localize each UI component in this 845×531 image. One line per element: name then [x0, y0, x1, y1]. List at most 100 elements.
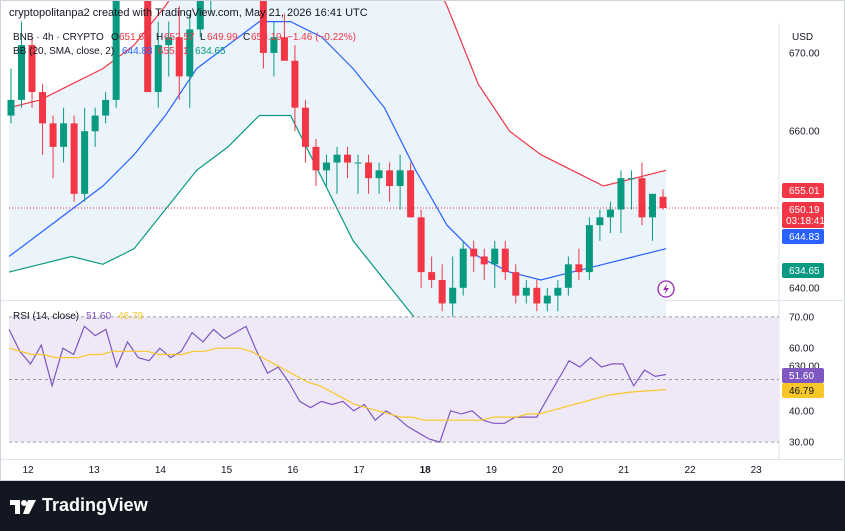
bb-upper-value: 655.01 — [158, 46, 189, 57]
candle-body — [554, 287, 562, 296]
legend-h-label: H — [156, 32, 163, 43]
candle-body — [648, 193, 656, 218]
candle-body — [312, 146, 320, 171]
candle-body — [396, 170, 404, 187]
bb-basis-value: 644.83 — [122, 46, 153, 57]
candle-body — [428, 272, 436, 280]
candle-body — [491, 248, 499, 265]
candle-body — [280, 37, 288, 61]
bb-upper-badge — [782, 183, 824, 198]
candle-body — [512, 272, 520, 296]
rsi-tick-label: 30.00 — [789, 438, 814, 449]
time-tick-label: 16 — [287, 465, 299, 476]
tradingview-logo-icon — [10, 499, 36, 514]
candle-body — [533, 287, 541, 304]
time-tick-label: 22 — [684, 465, 696, 476]
candle-body — [606, 209, 614, 218]
candle-body — [60, 123, 68, 147]
legend-symbol: BNB · 4h · CRYPTO — [13, 32, 104, 43]
candle-body — [18, 45, 26, 100]
bb-lower-badge — [782, 263, 824, 278]
tradingview-logo[interactable]: TradingView — [10, 495, 148, 516]
price-tick-label: 630.00 — [789, 362, 820, 373]
candle-body — [259, 0, 267, 53]
rsi-ma-legend-value: 46.79 — [118, 311, 143, 322]
candle-body — [470, 248, 478, 257]
candle-body — [365, 162, 373, 179]
candle-body — [144, 0, 152, 93]
candle-body — [301, 107, 309, 147]
time-tick-label: 14 — [155, 465, 167, 476]
candle-body — [344, 154, 352, 163]
rsi-legend-label: RSI (14, close) — [13, 311, 79, 322]
candle-body — [596, 217, 604, 226]
candle-body — [7, 99, 15, 116]
legend-c-value: 650.19 — [251, 32, 282, 43]
candle-body — [438, 279, 446, 304]
candle-body — [375, 170, 383, 179]
time-tick-label: 18 — [420, 465, 432, 476]
legend-change: −1.46 (−0.22%) — [287, 32, 356, 43]
rsi-tick-label: 60.00 — [789, 344, 814, 355]
rsi-ma-line — [8, 347, 667, 421]
footer-bar — [0, 481, 845, 531]
candle-body — [70, 123, 78, 194]
time-tick-label: 20 — [552, 465, 564, 476]
rsi-ma-badge-text: 46.79 — [789, 386, 814, 397]
candle-body — [270, 37, 278, 53]
candles — [7, 0, 667, 320]
candle-body — [386, 170, 394, 187]
legend-c-label: C — [243, 32, 250, 43]
rsi-tick-label: 40.00 — [789, 406, 814, 417]
rsi-legend-value: 51.60 — [86, 311, 111, 322]
bb-basis-line — [8, 21, 667, 281]
time-tick-label: 12 — [22, 465, 34, 476]
candle-body — [39, 92, 47, 124]
candle-body — [333, 154, 341, 163]
candle-body — [154, 45, 162, 93]
candle-body — [638, 178, 646, 218]
price-tick-label: 660.00 — [789, 127, 820, 138]
candle-body — [91, 115, 99, 132]
candle-body — [627, 178, 635, 180]
candle-body — [543, 295, 551, 304]
last-price-badge — [782, 202, 824, 228]
candle-body — [28, 45, 36, 93]
rsi-panel — [8, 316, 779, 443]
bb-upper-badge-text: 655.01 — [789, 186, 820, 197]
time-tick-label: 17 — [353, 465, 365, 476]
candle-body — [564, 264, 572, 288]
rsi-badge-text: 51.60 — [789, 371, 814, 382]
lightning-icon[interactable] — [657, 280, 675, 298]
time-tick-label: 13 — [89, 465, 101, 476]
candle-body — [480, 256, 488, 265]
candle-body — [659, 196, 667, 209]
legend-o-value: 651.63 — [119, 32, 150, 43]
candle-body — [354, 162, 362, 164]
candle-body — [417, 217, 425, 273]
candle-body — [501, 248, 509, 273]
time-tick-label: 19 — [486, 465, 498, 476]
price-tick-label: 670.00 — [789, 48, 820, 59]
rsi-tick-label: 70.00 — [789, 312, 814, 323]
chart-canvas[interactable]: 690.00680.00670.00660.00650.00640.00630.… — [1, 0, 845, 482]
rsi-ma-badge — [782, 383, 824, 398]
candle-body — [102, 99, 110, 116]
legend-l-label: L — [200, 32, 206, 43]
currency-label: USD — [792, 32, 813, 43]
rsi-line — [8, 325, 667, 443]
candle-body — [322, 162, 330, 171]
candle-body — [165, 37, 173, 46]
chart-panel[interactable]: cryptopolitanpa2 created with TradingVie… — [0, 0, 845, 481]
bb-lower-badge-text: 634.65 — [789, 266, 820, 277]
candle-body — [175, 37, 183, 77]
price-tick-label: 640.00 — [789, 283, 820, 294]
bb-basis-badge — [782, 229, 824, 244]
legend-h-value: 652.57 — [164, 32, 195, 43]
candle-body — [575, 264, 583, 273]
candle-body — [49, 123, 57, 147]
bb-legend-label: BB (20, SMA, close, 2) — [13, 46, 114, 57]
time-tick-label: 23 — [751, 465, 763, 476]
candle-body — [291, 60, 299, 108]
candle-body — [407, 170, 415, 218]
